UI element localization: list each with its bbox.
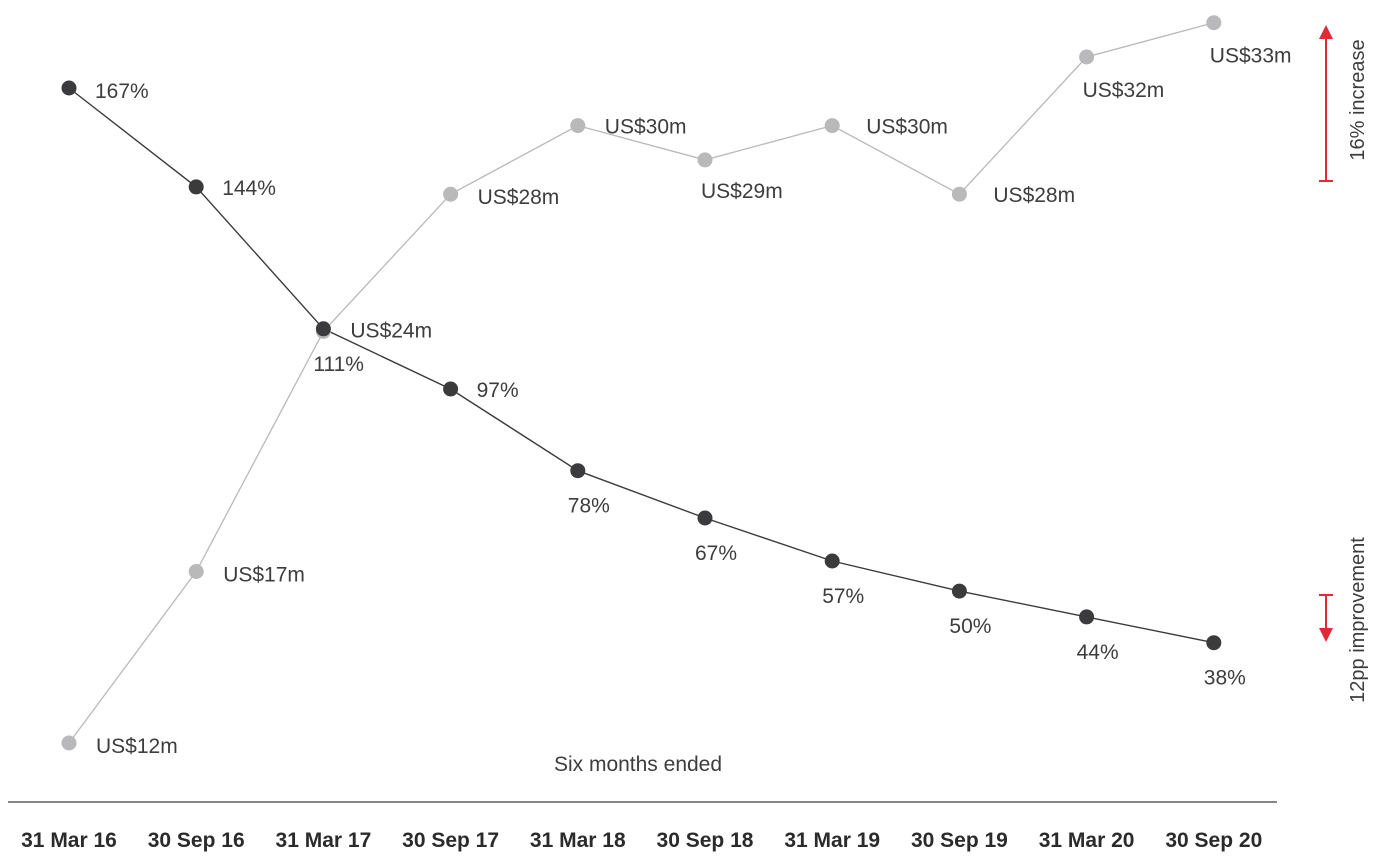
x-tick-label-4: 31 Mar 18 xyxy=(530,829,626,852)
x-tick-label-2: 31 Mar 17 xyxy=(276,829,372,852)
data-label-revenue-9: US$33m xyxy=(1210,45,1292,68)
data-point-ratio-1 xyxy=(188,179,204,195)
series-line-ratio xyxy=(68,87,1214,644)
data-point-ratio-9 xyxy=(1206,635,1222,651)
arrow-up-icon-increase xyxy=(1319,25,1333,39)
arrow-down-icon-improvement xyxy=(1319,628,1333,642)
data-point-ratio-7 xyxy=(951,583,967,599)
data-point-ratio-2 xyxy=(315,321,331,337)
data-label-ratio-4: 78% xyxy=(568,495,610,518)
data-point-revenue-7 xyxy=(951,186,967,202)
data-point-ratio-3 xyxy=(443,381,459,397)
x-tick-label-5: 30 Sep 18 xyxy=(657,829,754,852)
data-label-ratio-6: 57% xyxy=(822,585,864,608)
data-point-ratio-8 xyxy=(1079,609,1095,625)
x-tick-label-1: 30 Sep 16 xyxy=(148,829,245,852)
data-label-revenue-1: US$17m xyxy=(223,564,305,587)
data-point-revenue-1 xyxy=(188,564,204,579)
annotation-improvement: 12pp improvement xyxy=(1319,537,1369,703)
data-label-ratio-9: 38% xyxy=(1204,667,1246,690)
data-point-revenue-0 xyxy=(61,735,77,751)
data-point-revenue-4 xyxy=(570,118,586,134)
x-tick-label-3: 30 Sep 17 xyxy=(402,829,499,852)
data-label-revenue-0: US$12m xyxy=(96,735,178,758)
data-point-ratio-5 xyxy=(697,510,713,526)
x-tick-label-0: 31 Mar 16 xyxy=(21,829,117,852)
data-label-ratio-0: 167% xyxy=(95,80,149,103)
series-points xyxy=(61,15,1222,751)
x-axis-label: Six months ended xyxy=(554,753,722,776)
annotation-text-improvement: 12pp improvement xyxy=(1347,537,1369,703)
data-label-ratio-7: 50% xyxy=(949,615,991,638)
data-label-revenue-2: US$24m xyxy=(350,319,432,342)
data-point-revenue-5 xyxy=(697,152,713,168)
series-lines xyxy=(68,22,1214,744)
x-tick-label-6: 31 Mar 19 xyxy=(784,829,880,852)
data-point-ratio-4 xyxy=(570,463,586,479)
data-label-revenue-7: US$28m xyxy=(993,184,1075,207)
data-point-revenue-6 xyxy=(824,118,840,134)
data-label-ratio-8: 44% xyxy=(1077,641,1119,664)
annotation-increase: 16% increase xyxy=(1319,25,1369,182)
data-label-ratio-3: 97% xyxy=(477,379,519,402)
data-point-revenue-8 xyxy=(1079,49,1095,65)
data-label-revenue-4: US$30m xyxy=(605,116,687,139)
data-point-ratio-0 xyxy=(61,80,77,96)
data-label-ratio-5: 67% xyxy=(695,542,737,565)
data-point-revenue-3 xyxy=(443,186,459,202)
data-label-revenue-5: US$29m xyxy=(701,180,783,203)
data-label-revenue-6: US$30m xyxy=(866,116,948,139)
series-line-revenue xyxy=(68,22,1214,744)
data-label-revenue-3: US$28m xyxy=(478,186,560,209)
data-label-revenue-8: US$32m xyxy=(1083,79,1165,102)
x-axis-ticks: 31 Mar 16 30 Sep 16 31 Mar 17 30 Sep 17 31 M… xyxy=(21,829,1262,852)
x-tick-label-9: 30 Sep 20 xyxy=(1165,829,1262,852)
data-labels: US$12m US$17m US$24m US$28m US$30m US$29m US$3… xyxy=(95,45,1292,758)
x-tick-label-7: 30 Sep 19 xyxy=(911,829,1008,852)
x-tick-label-8: 31 Mar 20 xyxy=(1039,829,1135,852)
data-label-ratio-2: 111% xyxy=(313,353,364,376)
data-label-ratio-1: 144% xyxy=(222,177,276,200)
data-point-ratio-6 xyxy=(824,553,840,569)
annotation-text-increase: 16% increase xyxy=(1347,39,1369,160)
data-point-revenue-9 xyxy=(1206,15,1222,31)
annotations: 16% increase 12pp improvement xyxy=(1319,25,1369,703)
